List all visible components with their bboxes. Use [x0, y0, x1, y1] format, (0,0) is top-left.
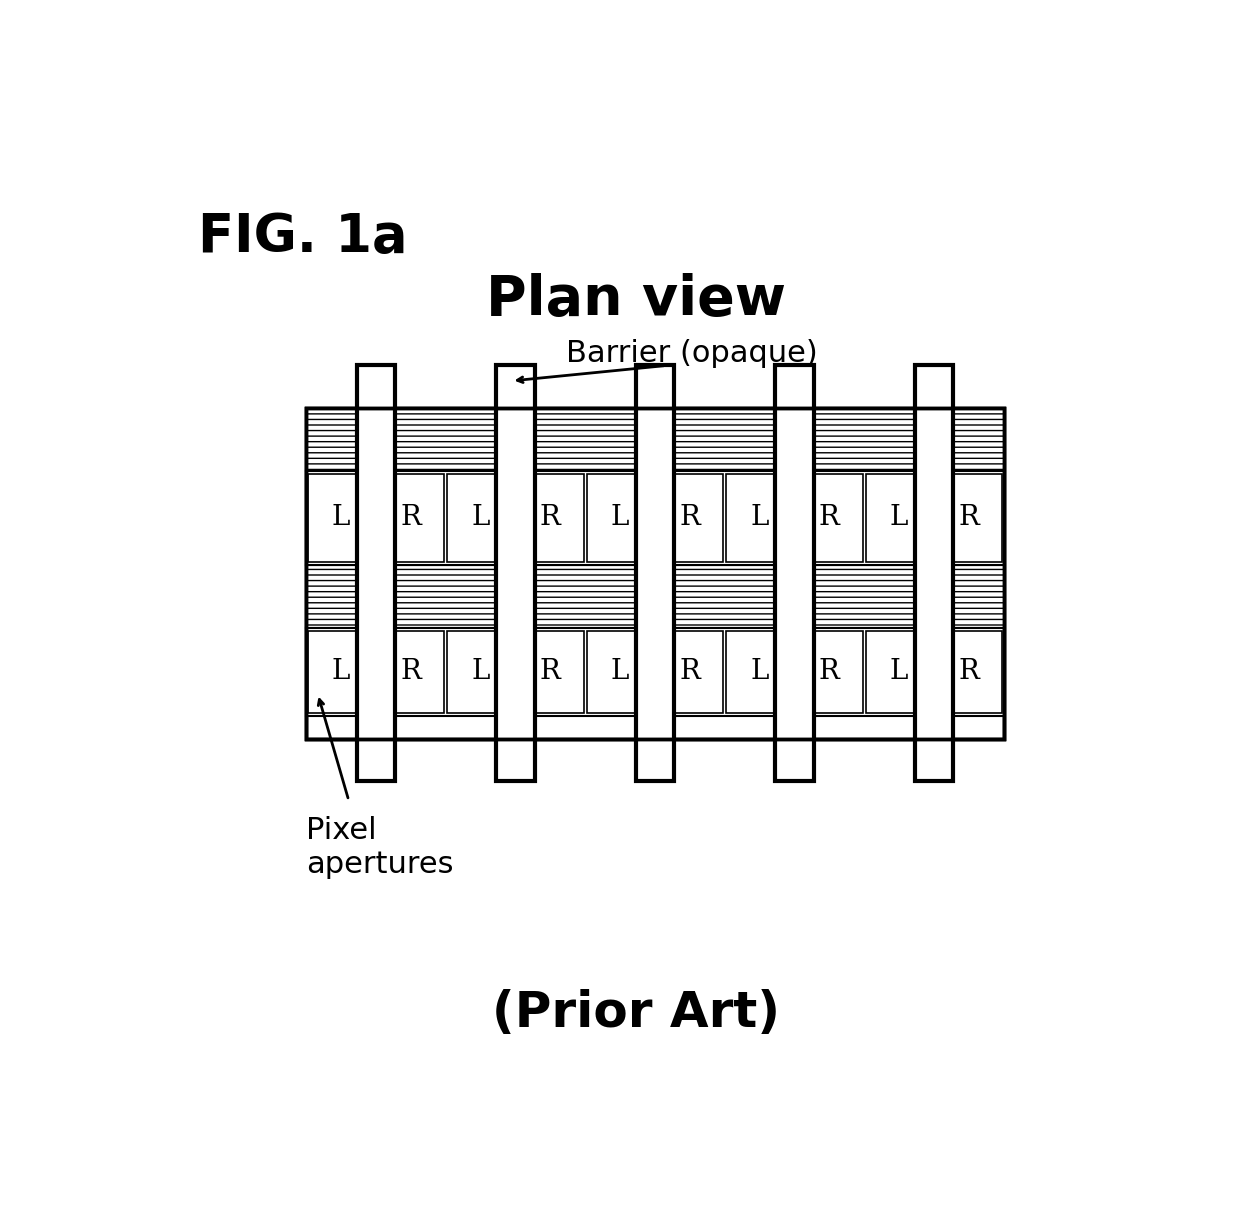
- Bar: [306, 408, 1003, 739]
- Text: R: R: [680, 504, 701, 532]
- Bar: [587, 473, 653, 562]
- Text: R: R: [401, 658, 422, 685]
- Bar: [915, 365, 954, 781]
- Text: (Prior Art): (Prior Art): [491, 989, 780, 1037]
- Bar: [448, 473, 513, 562]
- Bar: [306, 408, 1003, 739]
- Text: L: L: [750, 504, 769, 532]
- Bar: [357, 365, 396, 781]
- Bar: [796, 632, 863, 713]
- Text: L: L: [471, 658, 490, 685]
- Bar: [496, 365, 534, 781]
- Bar: [306, 628, 1003, 716]
- Text: Plan view: Plan view: [486, 273, 785, 327]
- Bar: [935, 632, 1002, 713]
- Bar: [306, 471, 1003, 565]
- Text: L: L: [611, 658, 629, 685]
- Text: L: L: [890, 504, 908, 532]
- Bar: [308, 473, 374, 562]
- Text: R: R: [401, 504, 422, 532]
- Text: L: L: [332, 504, 350, 532]
- Bar: [377, 473, 444, 562]
- Text: Barrier (opaque): Barrier (opaque): [565, 338, 817, 368]
- Text: L: L: [611, 504, 629, 532]
- Text: FIG. 1a: FIG. 1a: [197, 212, 407, 264]
- Bar: [517, 473, 584, 562]
- Bar: [727, 632, 792, 713]
- Bar: [656, 473, 723, 562]
- Text: R: R: [959, 504, 980, 532]
- Bar: [306, 408, 1003, 471]
- Text: R: R: [680, 658, 701, 685]
- Text: Pixel
apertures: Pixel apertures: [306, 815, 454, 879]
- Bar: [656, 632, 723, 713]
- Text: R: R: [818, 504, 839, 532]
- Bar: [308, 632, 374, 713]
- Bar: [306, 408, 1003, 739]
- Bar: [866, 473, 932, 562]
- Text: R: R: [539, 504, 560, 532]
- Text: R: R: [959, 658, 980, 685]
- Text: R: R: [818, 658, 839, 685]
- Text: R: R: [539, 658, 560, 685]
- Bar: [775, 365, 813, 781]
- Text: L: L: [890, 658, 908, 685]
- Bar: [636, 365, 675, 781]
- Text: L: L: [332, 658, 350, 685]
- Bar: [587, 632, 653, 713]
- Bar: [306, 565, 1003, 628]
- Bar: [727, 473, 792, 562]
- Text: L: L: [750, 658, 769, 685]
- Bar: [448, 632, 513, 713]
- Bar: [796, 473, 863, 562]
- Text: L: L: [471, 504, 490, 532]
- Bar: [935, 473, 1002, 562]
- Bar: [377, 632, 444, 713]
- Bar: [517, 632, 584, 713]
- Bar: [866, 632, 932, 713]
